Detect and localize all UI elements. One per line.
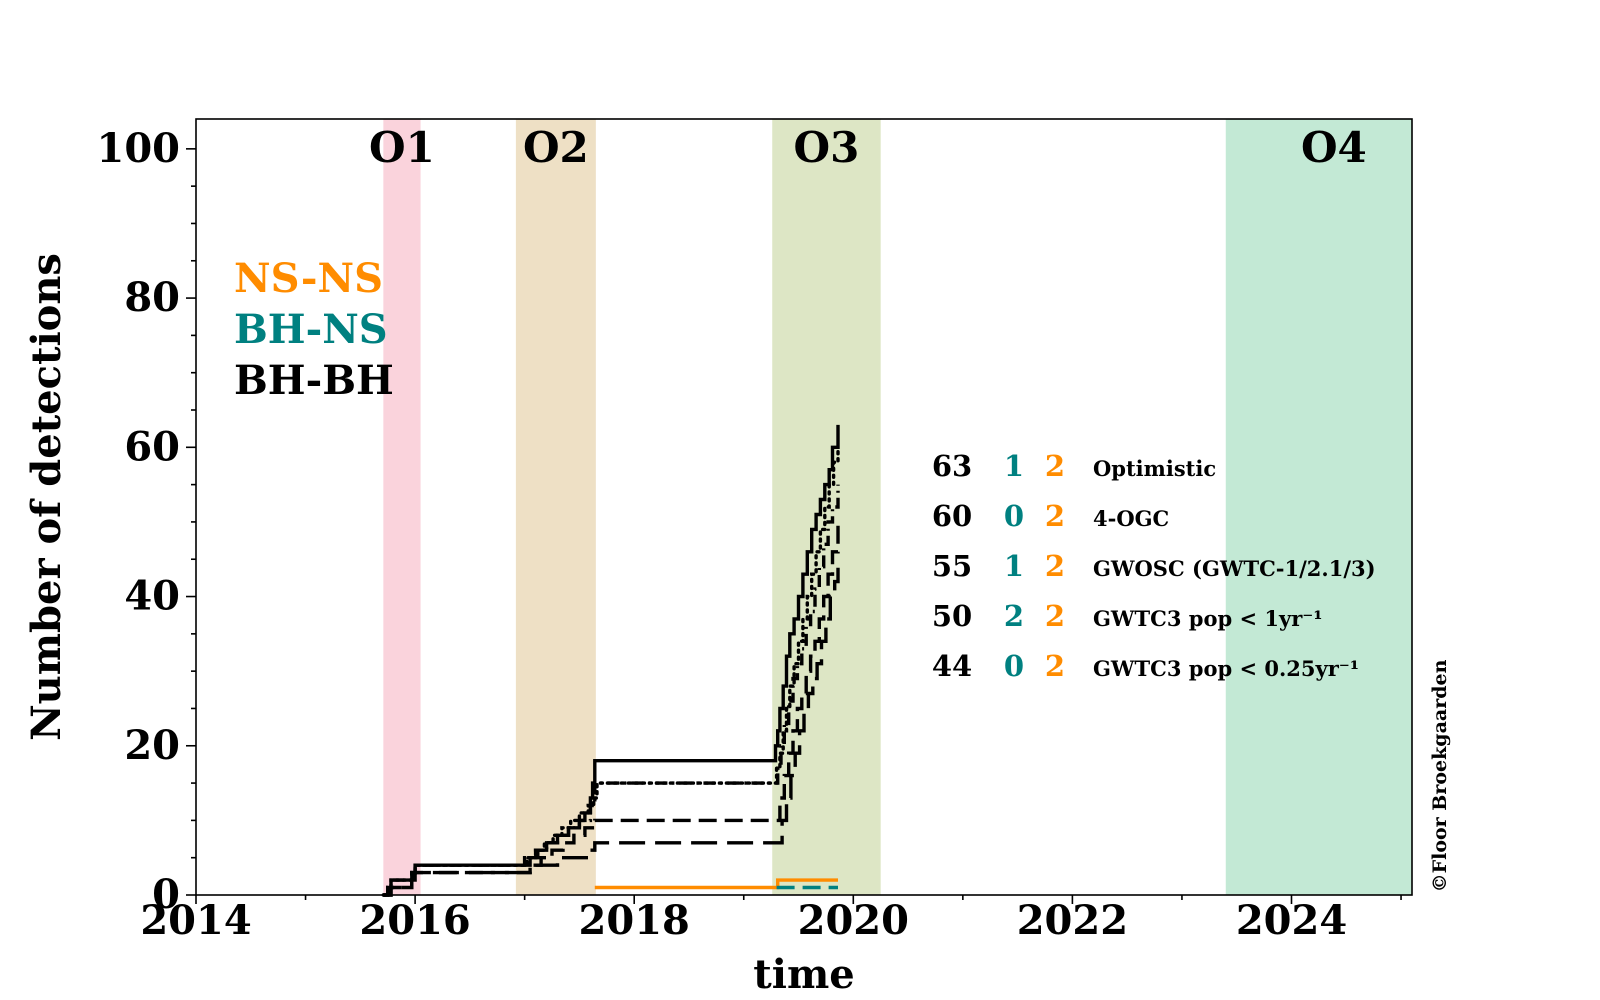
series-line-bh-bh-optimistic: [383, 424, 840, 897]
nsns-count: 2: [1045, 649, 1065, 683]
catalog-name: Optimistic: [1093, 456, 1216, 481]
run-label-o4: O4: [1301, 123, 1367, 172]
nsns-count: 2: [1045, 449, 1065, 483]
bbh-count: 55: [932, 549, 972, 583]
x-axis-title: time: [753, 951, 854, 998]
legend-entry-ns-ns: NS-NS: [234, 255, 383, 302]
y-tick-label: 100: [97, 125, 181, 172]
credit-text: ©Floor Broekgaarden: [1429, 659, 1451, 892]
catalog-name: GWTC3 pop < 0.25yr⁻¹: [1093, 656, 1359, 681]
run-band-o3: [772, 119, 881, 895]
series-line-bh-bh-gwtc3-pop-1yr: [383, 521, 840, 897]
y-tick-label: 20: [124, 722, 180, 769]
run-label-o2: O2: [523, 123, 589, 172]
series-line-bh-bh-gwosc-gwtc-1-2-1-3: [383, 484, 840, 897]
bhns-count: 1: [1004, 449, 1024, 483]
observing-run-labels: O1 O2 O3 O4: [369, 123, 1367, 172]
bhns-count: 2: [1004, 599, 1024, 633]
x-tick-label: 2024: [1236, 897, 1347, 944]
x-tick-label: 2016: [359, 897, 470, 944]
observing-run-bands: [383, 119, 1412, 895]
series-line-bh-bh-4-ogc: [381, 445, 840, 897]
x-axis-ticks: 2014 2016 2018 2020 2022 2024: [140, 895, 1402, 944]
y-tick-label: 40: [124, 573, 180, 620]
detection-series: [381, 424, 840, 897]
bhns-count: 0: [1004, 499, 1024, 533]
x-tick-label: 2022: [1017, 897, 1128, 944]
y-tick-label: 80: [124, 274, 180, 321]
series-line-ns-ns-all: [594, 878, 838, 890]
x-tick-label: 2020: [798, 897, 909, 944]
bhns-count: 1: [1004, 549, 1024, 583]
bhns-count: 0: [1004, 649, 1024, 683]
bbh-count: 63: [932, 449, 972, 483]
run-label-o3: O3: [794, 123, 860, 172]
nsns-count: 2: [1045, 599, 1065, 633]
y-tick-label: 0: [152, 871, 180, 918]
run-label-o1: O1: [369, 123, 435, 172]
catalog-name: GWTC3 pop < 1yr⁻¹: [1093, 606, 1323, 631]
legend-entry-bh-bh: BH-BH: [234, 357, 394, 404]
y-axis-title: Number of detections: [23, 253, 70, 741]
series-line-bh-bh-gwtc3-pop-0-25yr: [383, 566, 840, 897]
bbh-count: 60: [932, 499, 972, 533]
x-tick-label: 2018: [579, 897, 690, 944]
y-axis-ticks: 0 20 40 60 80 100: [97, 125, 196, 918]
catalog-name: 4-OGC: [1093, 506, 1169, 531]
nsns-count: 2: [1045, 499, 1065, 533]
run-band-o2: [515, 119, 596, 895]
catalog-name: GWOSC (GWTC-1/2.1/3): [1093, 556, 1376, 581]
run-band-o1: [383, 119, 421, 895]
x-tick-label: 2014: [140, 897, 251, 944]
bbh-count: 50: [932, 599, 972, 633]
plot-frame: [195, 118, 1413, 896]
y-tick-label: 60: [124, 423, 180, 470]
legend-entry-bh-ns: BH-NS: [234, 306, 388, 353]
bbh-count: 44: [932, 649, 972, 683]
nsns-count: 2: [1045, 549, 1065, 583]
run-band-o4: [1225, 119, 1412, 895]
